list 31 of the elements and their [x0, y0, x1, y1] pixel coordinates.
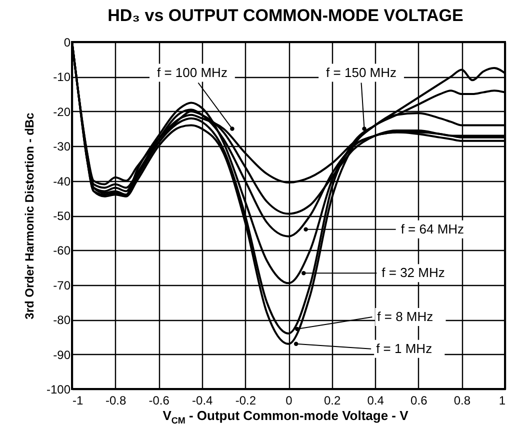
x-tick-label: -0.6 [148, 394, 170, 408]
annotation: f = 100 MHz [156, 64, 228, 80]
x-tick-label: 0 [286, 394, 293, 408]
y-tick-label: 0 [64, 36, 71, 50]
annotation: f = 150 MHz [326, 64, 396, 80]
x-tick-label: 0.2 [324, 394, 341, 408]
y-tick-label: -70 [53, 278, 71, 292]
y-tick-label: -50 [53, 209, 71, 223]
x-tick-label: 0.8 [454, 394, 471, 408]
y-tick-label: -40 [53, 174, 71, 188]
y-tick-label: -80 [53, 313, 71, 328]
annotation: f = 64 MHz [400, 221, 464, 236]
x-tick-label: 1 [498, 394, 506, 408]
y-tick-label: -60 [53, 244, 71, 258]
y-tick-label: -90 [53, 348, 71, 362]
x-tick-label: -0.4 [192, 394, 214, 408]
x-tick-label: 0.4 [367, 394, 384, 408]
x-axis-title: V$_{CM}$ - Output Common-mode Voltage - V [162, 408, 410, 426]
chart-title: HD₃ vs OUTPUT COMMON-MODE VOLTAGE [106, 6, 464, 26]
y-tick-label: -20 [53, 104, 71, 119]
x-tick-label: -1 [72, 394, 84, 408]
x-tick-label: -0.2 [235, 394, 256, 408]
annotation: f = 32 MHz [382, 265, 445, 280]
annotation: f = 8 MHz [377, 308, 434, 324]
x-tick-label: -0.8 [105, 394, 126, 408]
y-tick-label: -10 [53, 70, 71, 84]
annotation: f = 1 MHz [376, 340, 432, 356]
y-axis-title: 3rd Order Harmonic Distortion - dBc [22, 112, 36, 320]
x-tick-label: 0.6 [410, 394, 428, 408]
y-tick-label: -100 [46, 382, 71, 396]
y-tick-label: -30 [53, 140, 71, 154]
